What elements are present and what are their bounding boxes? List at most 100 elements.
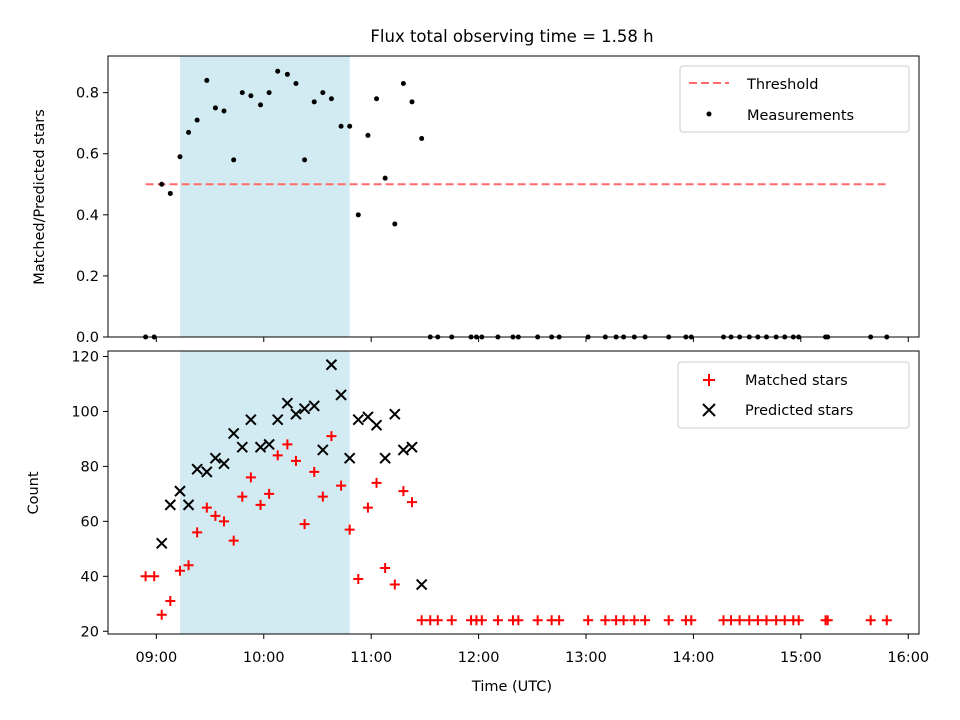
matched-star-point (245, 472, 256, 483)
matched-star-point (726, 615, 737, 626)
top-legend-box (679, 65, 910, 133)
predicted-star-point (227, 427, 240, 440)
predicted-star-point (308, 400, 320, 412)
measurement-point (328, 96, 334, 102)
matched-star-point (140, 571, 151, 582)
legend-measurements-label: Measurements (747, 108, 854, 124)
matched-star-point (290, 455, 301, 466)
y-tick-label: 40 (81, 569, 99, 585)
predicted-star-point (156, 537, 168, 550)
predicted-star-point (263, 438, 275, 451)
predicted-star-point (379, 452, 391, 464)
matched-star-point (532, 615, 543, 626)
predicted-star-point (201, 466, 213, 478)
measurement-point (400, 80, 406, 86)
matched-star-point (881, 615, 892, 626)
x-axis-label: Time (UTC) (471, 679, 552, 695)
matched-star-point (309, 466, 320, 477)
matched-star-point (432, 615, 443, 626)
measurement-point (159, 181, 165, 187)
predicted-star-point (415, 578, 428, 591)
y-tick-label: 120 (71, 349, 99, 365)
measurement-point (355, 212, 361, 218)
measurement-point (284, 71, 290, 77)
matched-star-point (353, 574, 364, 585)
predicted-star-point (272, 413, 284, 426)
measurement-point (382, 175, 388, 181)
top-legend: Threshold Measurements (679, 65, 910, 133)
matched-star-point (210, 510, 221, 521)
matched-star-point (156, 609, 167, 620)
measurement-point (320, 90, 326, 96)
matched-star-point (174, 565, 185, 576)
legend-matched-swatch (703, 374, 715, 386)
top-panel-frame (107, 55, 920, 338)
predicted-star-point (317, 444, 329, 456)
matched-star-point (761, 615, 772, 626)
x-tick-label: 14:00 (673, 650, 715, 666)
measurement-point (266, 90, 272, 96)
y-tick-label: 80 (81, 459, 99, 475)
legend-threshold-label: Threshold (746, 77, 818, 93)
matched-star-point (149, 571, 160, 582)
matched-star-point (183, 560, 194, 571)
matched-star-point (272, 450, 283, 461)
predicted-star-point (290, 408, 302, 420)
measurement-point (293, 80, 299, 86)
predicted-star-point (281, 397, 294, 409)
matched-star-point (663, 615, 674, 626)
bottom-x-ticks: 09:00 10:00 11:00 12:00 13:00 14:00 15:00 16:00 (135, 634, 929, 666)
predicted-star-point (236, 441, 248, 453)
matched-star-point (554, 615, 565, 626)
predicted-star-point (406, 441, 418, 453)
legend-matched-label: Matched stars (745, 373, 848, 389)
measurement-point (275, 68, 281, 74)
matched-star-point (779, 615, 790, 626)
matched-star-point (734, 615, 745, 626)
matched-star-point (744, 615, 755, 626)
measurement-point (374, 96, 380, 102)
measurement-point (239, 90, 245, 96)
predicted-star-point (389, 408, 401, 420)
predicted-star-point (335, 389, 347, 401)
matched-star-point (446, 615, 457, 626)
matched-star-point (629, 615, 640, 626)
predicted-star-point (397, 444, 410, 456)
x-tick-label: 15:00 (780, 650, 822, 666)
bottom-legend-box (677, 361, 910, 429)
measurement-point (248, 93, 254, 99)
predicted-star-point (343, 452, 356, 464)
measurement-point (302, 157, 308, 163)
matched-star-point (752, 615, 763, 626)
measurement-point (347, 123, 353, 129)
measurement-point (186, 129, 192, 135)
predicted-star-point (164, 499, 177, 511)
matched-star-point (317, 491, 328, 502)
matched-star-point (618, 615, 629, 626)
measurement-point (231, 157, 237, 163)
y-tick-label: 0.0 (76, 330, 99, 346)
matched-star-point (406, 497, 417, 508)
top-observing-span (179, 56, 350, 337)
matched-star-point (476, 615, 487, 626)
matched-star-point (201, 502, 212, 513)
matched-stars-points (140, 431, 892, 626)
predicted-star-point (182, 499, 195, 511)
measurement-point (409, 99, 415, 105)
measurement-point (258, 102, 264, 108)
measurement-point (392, 221, 398, 227)
predicted-star-point (325, 359, 338, 371)
matched-star-point (264, 488, 275, 499)
matched-star-point (237, 491, 248, 502)
x-tick-label: 12:00 (458, 650, 500, 666)
matched-star-point (416, 615, 427, 626)
bottom-y-ticks: 20 40 60 80 100 120 (71, 349, 108, 640)
top-y-ticks: 0.0 0.2 0.4 0.6 0.8 (76, 86, 108, 346)
predicted-star-point (362, 411, 374, 423)
predicted-star-point (370, 419, 383, 431)
y-tick-label: 0.2 (76, 269, 99, 285)
matched-star-point (371, 477, 382, 488)
y-tick-label: 60 (81, 514, 99, 530)
bottom-panel: 20 40 60 80 100 120 09:00 10:00 11:00 12:00 13:00… (26, 349, 929, 695)
